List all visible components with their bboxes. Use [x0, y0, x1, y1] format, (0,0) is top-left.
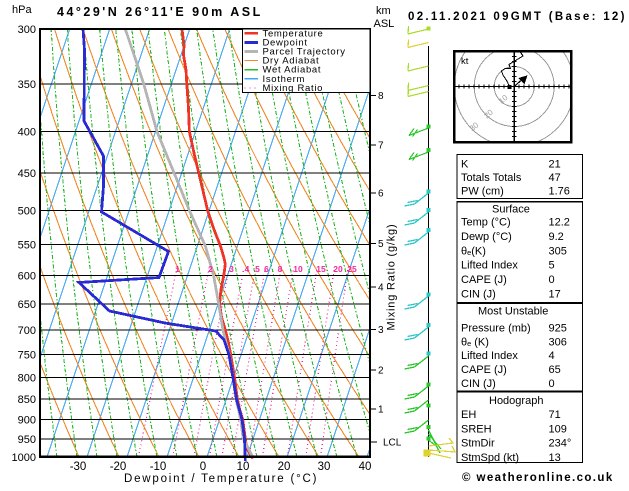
svg-text:StmSpd (kt): StmSpd (kt) [461, 452, 519, 464]
svg-text:20: 20 [278, 461, 291, 473]
svg-text:13: 13 [549, 452, 561, 464]
svg-text:ASL: ASL [374, 18, 395, 30]
svg-text:Surface: Surface [492, 203, 530, 215]
svg-text:hPa: hPa [12, 4, 32, 16]
svg-text:Parcel Trajectory: Parcel Trajectory [263, 47, 346, 58]
svg-text:1.76: 1.76 [549, 186, 570, 198]
svg-text:234°: 234° [549, 438, 572, 450]
svg-text:8: 8 [378, 91, 384, 102]
svg-text:300: 300 [18, 24, 36, 36]
svg-text:40: 40 [359, 461, 372, 473]
svg-text:0: 0 [549, 378, 555, 390]
svg-text:550: 550 [18, 240, 36, 252]
svg-text:Totals Totals: Totals Totals [461, 172, 522, 184]
svg-text:Most Unstable: Most Unstable [478, 306, 548, 318]
svg-text:750: 750 [18, 350, 36, 362]
svg-text:Lifted Index: Lifted Index [461, 350, 518, 362]
svg-text:Dry Adiabat: Dry Adiabat [263, 56, 320, 67]
svg-text:Dewpoint / Temperature (°C): Dewpoint / Temperature (°C) [124, 473, 318, 485]
svg-text:θₑ (K): θₑ (K) [461, 336, 489, 348]
svg-text:4: 4 [245, 264, 250, 274]
svg-text:15: 15 [316, 264, 326, 274]
svg-text:6: 6 [264, 264, 269, 274]
svg-text:PW (cm): PW (cm) [461, 186, 504, 198]
svg-text:1: 1 [175, 264, 180, 274]
svg-text:-30: -30 [70, 461, 87, 473]
svg-text:400: 400 [18, 126, 36, 138]
svg-text:500: 500 [18, 206, 36, 218]
svg-text:12.2: 12.2 [549, 217, 570, 229]
svg-text:kt: kt [461, 56, 469, 67]
svg-text:-20: -20 [110, 461, 127, 473]
svg-text:8: 8 [278, 264, 283, 274]
svg-text:Hodograph: Hodograph [489, 395, 543, 407]
svg-text:2: 2 [378, 366, 384, 377]
svg-text:km: km [376, 5, 391, 17]
svg-text:Pressure (mb): Pressure (mb) [461, 322, 531, 334]
svg-text:Mixing Ratio: Mixing Ratio [263, 83, 324, 94]
svg-text:SREH: SREH [461, 423, 492, 435]
svg-text:4: 4 [549, 350, 555, 362]
svg-text:700: 700 [18, 325, 36, 337]
svg-text:Dewp (°C): Dewp (°C) [461, 231, 512, 243]
svg-text:305: 305 [549, 245, 567, 257]
svg-text:Mixing Ratio (g/kg): Mixing Ratio (g/kg) [386, 224, 398, 331]
svg-text:306: 306 [549, 336, 567, 348]
svg-text:CIN (J): CIN (J) [461, 289, 496, 301]
svg-text:2: 2 [208, 264, 213, 274]
svg-text:EH: EH [461, 409, 476, 421]
svg-text:47: 47 [549, 172, 561, 184]
svg-text:CIN (J): CIN (J) [461, 378, 496, 390]
svg-text:02.11.2021 09GMT (Base: 12): 02.11.2021 09GMT (Base: 12) [408, 11, 627, 23]
svg-text:1: 1 [378, 405, 384, 416]
svg-text:900: 900 [18, 415, 36, 427]
svg-text:20: 20 [333, 264, 343, 274]
svg-text:950: 950 [18, 434, 36, 446]
svg-text:© weatheronline.co.uk: © weatheronline.co.uk [462, 472, 614, 484]
svg-text:10: 10 [293, 264, 303, 274]
svg-text:0: 0 [549, 274, 555, 286]
svg-text:K: K [461, 158, 469, 170]
svg-text:-10: -10 [150, 461, 167, 473]
svg-text:5: 5 [378, 239, 384, 250]
svg-text:Isotherm: Isotherm [263, 74, 306, 85]
svg-text:3: 3 [378, 325, 384, 336]
svg-text:21: 21 [549, 158, 561, 170]
svg-text:0: 0 [200, 461, 206, 473]
svg-text:17: 17 [549, 289, 561, 301]
svg-text:CAPE (J): CAPE (J) [461, 364, 507, 376]
svg-text:25: 25 [347, 264, 357, 274]
svg-text:7: 7 [378, 141, 384, 152]
svg-text:Lifted Index: Lifted Index [461, 260, 518, 272]
svg-text:925: 925 [549, 322, 567, 334]
svg-text:θₑ(K): θₑ(K) [461, 245, 486, 257]
svg-text:600: 600 [18, 270, 36, 282]
svg-text:450: 450 [18, 168, 36, 180]
svg-text:850: 850 [18, 394, 36, 406]
svg-text:109: 109 [549, 423, 567, 435]
svg-text:StmDir: StmDir [461, 438, 495, 450]
svg-text:CAPE (J): CAPE (J) [461, 274, 507, 286]
svg-text:Wet Adiabat: Wet Adiabat [263, 65, 322, 76]
svg-text:44°29'N 26°11'E 90m ASL: 44°29'N 26°11'E 90m ASL [57, 5, 263, 19]
svg-text:LCL: LCL [383, 438, 402, 449]
svg-text:30: 30 [318, 461, 331, 473]
svg-text:350: 350 [18, 79, 36, 91]
svg-text:65: 65 [549, 364, 561, 376]
svg-text:Temperature: Temperature [263, 28, 324, 39]
svg-text:Temp (°C): Temp (°C) [461, 217, 511, 229]
svg-text:6: 6 [378, 189, 384, 200]
svg-text:71: 71 [549, 409, 561, 421]
svg-text:3: 3 [229, 264, 234, 274]
svg-text:650: 650 [18, 299, 36, 311]
svg-text:4: 4 [378, 283, 384, 294]
svg-text:800: 800 [18, 373, 36, 385]
svg-text:9.2: 9.2 [549, 231, 564, 243]
svg-text:Dewpoint: Dewpoint [263, 37, 308, 48]
svg-text:10: 10 [237, 461, 250, 473]
svg-text:5: 5 [549, 260, 555, 272]
svg-text:5: 5 [255, 264, 260, 274]
svg-text:1000: 1000 [12, 452, 36, 464]
